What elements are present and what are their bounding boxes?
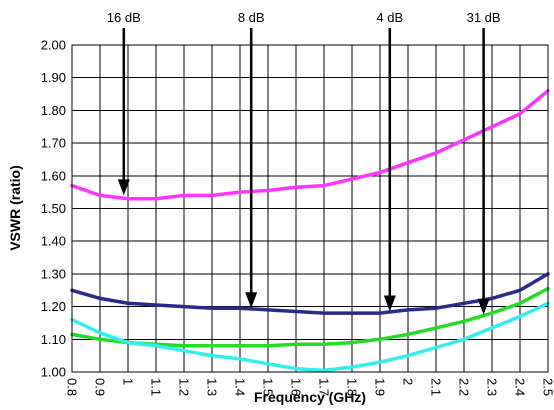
y-tick-label: 1.80 bbox=[41, 103, 66, 118]
annotation-label: 31 dB bbox=[467, 10, 501, 25]
series-group bbox=[70, 89, 550, 373]
x-tick-label: 1.2 bbox=[177, 378, 192, 396]
y-tick-label: 1.10 bbox=[41, 332, 66, 347]
series-line-1 bbox=[70, 89, 550, 201]
y-tick-label: 1.00 bbox=[41, 365, 66, 380]
y-tick-label: 1.40 bbox=[41, 234, 66, 249]
y-tick-label: 2.00 bbox=[41, 38, 66, 53]
x-tick-label: 1.1 bbox=[149, 378, 164, 396]
x-tick-label: 2 bbox=[401, 378, 416, 385]
x-tick-label: 1.7 bbox=[317, 378, 332, 396]
y-axis-ticks: 1.00 1.10 1.20 1.30 1.40 1.50 1.60 1.70 1.80 1.90… bbox=[41, 38, 66, 380]
series-line-2 bbox=[70, 272, 550, 315]
x-tick-label: 1.5 bbox=[261, 378, 276, 396]
series-line-4 bbox=[70, 301, 550, 373]
x-axis-ticks: 0.8 0.9 1 1.1 1.2 1.3 1.4 1.5 1.6 1.7 1.8 1.9 2 2.1 2.… bbox=[65, 378, 554, 396]
annotation-label: 8 dB bbox=[238, 10, 265, 25]
annotation-arrow-head bbox=[477, 298, 490, 315]
annotation-label: 16 dB bbox=[107, 10, 141, 25]
y-tick-label: 1.20 bbox=[41, 299, 66, 314]
x-tick-label: 2.4 bbox=[513, 378, 528, 396]
annotations: 16 dB 8 dB 4 dB 31 dB bbox=[107, 10, 501, 315]
x-tick-label: 1.6 bbox=[289, 378, 304, 396]
y-axis-title: VSWR (ratio) bbox=[7, 165, 23, 251]
x-tick-label: 2.1 bbox=[429, 378, 444, 396]
y-tick-label: 1.30 bbox=[41, 266, 66, 281]
y-tick-label: 1.50 bbox=[41, 201, 66, 216]
x-tick-label: 2.5 bbox=[541, 378, 554, 396]
x-tick-label: 0.8 bbox=[65, 378, 80, 396]
annotation-label: 4 dB bbox=[376, 10, 403, 25]
x-axis-title: Frequency (GHz) bbox=[254, 389, 366, 405]
grid-lines bbox=[71, 44, 549, 373]
annotation-arrow-head bbox=[117, 179, 130, 196]
x-tick-label: 1.9 bbox=[373, 378, 388, 396]
plot-frame bbox=[71, 44, 549, 373]
x-tick-label: 1.3 bbox=[205, 378, 220, 396]
y-tick-label: 1.60 bbox=[41, 168, 66, 183]
annotation-arrow-head bbox=[383, 295, 396, 312]
x-tick-label: 2.2 bbox=[457, 378, 472, 396]
annotation-arrow-head bbox=[245, 292, 258, 309]
x-tick-label: 1.4 bbox=[233, 378, 248, 396]
y-tick-label: 1.70 bbox=[41, 136, 66, 151]
x-tick-label: 0.9 bbox=[93, 378, 108, 396]
x-tick-label: 1.8 bbox=[345, 378, 360, 396]
y-tick-label: 1.90 bbox=[41, 70, 66, 85]
x-tick-label: 2.3 bbox=[485, 378, 500, 396]
x-tick-label: 1 bbox=[121, 378, 136, 385]
